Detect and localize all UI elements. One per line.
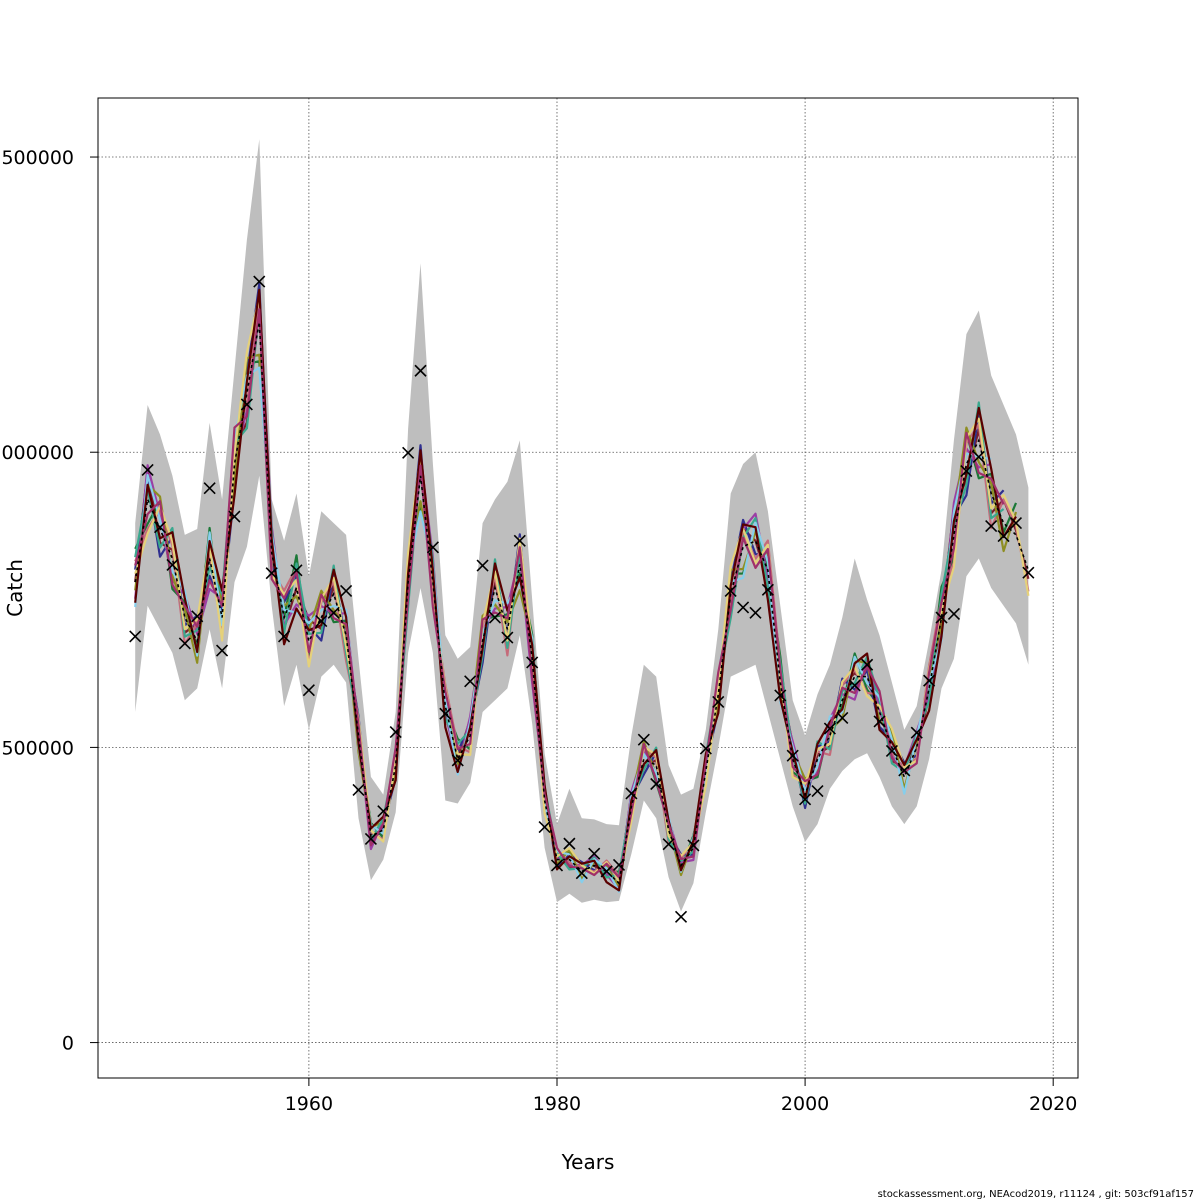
observed-catch-point [935, 611, 948, 624]
observed-catch-point [823, 722, 836, 735]
observed-catch-point [240, 398, 253, 411]
observed-catch-point [1009, 516, 1023, 530]
series-layer [134, 282, 1030, 893]
observed-catch-point [712, 695, 725, 709]
observed-catch-point [699, 742, 712, 755]
estimate-line [134, 322, 1030, 885]
retro-series-line [134, 308, 1005, 879]
x-tick-label: 1980 [533, 1093, 581, 1115]
observed-catch-layer [129, 275, 1035, 923]
observed-catch-point [166, 558, 179, 572]
observed-catch-point [600, 865, 613, 878]
observed-catch-point [563, 837, 576, 850]
observed-catch-point [923, 674, 936, 687]
observed-catch-point [178, 637, 191, 650]
observed-catch-point [253, 275, 266, 288]
observed-catch-point [526, 656, 539, 669]
observed-catch-point [426, 541, 440, 554]
axis-tick-layer: 1960 1980 2000 2020 0 500000 1000000 1500000 [0, 147, 1077, 1115]
observed-catch-point [898, 764, 911, 777]
observed-catch-point [153, 521, 167, 534]
observed-catch-point [625, 787, 638, 800]
observed-catch-point [439, 707, 452, 720]
observed-catch-point [414, 364, 427, 377]
y-tick-label: 0 [62, 1033, 74, 1055]
observed-catch-point [290, 564, 303, 577]
observed-catch-point [811, 785, 824, 798]
observed-catch-point [203, 482, 216, 495]
observed-catch-point [327, 606, 340, 619]
observed-catch-point [340, 584, 353, 598]
observed-catch-point [464, 675, 477, 688]
observed-catch-point [836, 711, 849, 724]
observed-catch-point [972, 450, 985, 464]
observed-catch-point [786, 749, 799, 762]
observed-catch-point [265, 567, 278, 580]
observed-catch-point [637, 733, 650, 746]
observed-catch-point [885, 744, 898, 758]
observed-catch-point [985, 519, 998, 533]
plot-frame [97, 97, 1079, 1079]
y-tick-label: 500000 [1, 737, 74, 759]
observed-catch-point [588, 847, 601, 860]
observed-catch-point [848, 679, 861, 692]
observed-catch-point [476, 559, 489, 572]
observed-catch-point [377, 805, 390, 818]
observed-catch-point [687, 839, 700, 852]
observed-catch-point [947, 607, 961, 621]
x-tick-label: 1960 [285, 1093, 333, 1115]
observed-catch-point [761, 583, 774, 596]
observed-catch-point [774, 689, 787, 702]
observed-catch-point [550, 859, 564, 872]
retro-series-line [134, 295, 1030, 882]
y-tick-label: 1500000 [0, 147, 74, 169]
observed-catch-point [724, 584, 737, 598]
x-axis-title: Years [561, 1150, 615, 1174]
observed-catch-point [650, 777, 663, 791]
observed-catch-point [451, 754, 464, 767]
observed-catch-point [402, 446, 415, 459]
observed-catch-point [736, 601, 750, 614]
footer-note: stockassessment.org, NEAcod2019, r11124 … [878, 1189, 1194, 1200]
observed-catch-point [278, 630, 291, 643]
observed-catch-point [662, 838, 675, 851]
observed-catch-point [861, 658, 874, 671]
observed-catch-point [352, 783, 365, 796]
x-tick-label: 2000 [781, 1093, 829, 1115]
observed-catch-point [302, 684, 315, 697]
observed-catch-point [513, 534, 526, 547]
observed-catch-point [364, 832, 377, 845]
observed-catch-point [129, 630, 142, 643]
observed-catch-point [389, 725, 402, 739]
observed-catch-point [191, 610, 204, 623]
observed-catch-point [488, 611, 502, 624]
observed-catch-point [575, 867, 588, 880]
observed-catch-point [501, 631, 514, 644]
observed-catch-point [538, 821, 551, 834]
observed-catch-point [674, 910, 688, 923]
observed-catch-point [910, 726, 923, 739]
observed-catch-point [215, 644, 229, 657]
y-axis-title: Catch [3, 559, 27, 617]
observed-catch-point [612, 858, 626, 871]
observed-catch-point [315, 614, 328, 628]
observed-catch-point [141, 463, 154, 476]
y-tick-label: 1000000 [0, 442, 74, 464]
observed-catch-point [960, 465, 973, 478]
observed-catch-point [749, 606, 762, 619]
observed-catch-point [228, 510, 241, 523]
observed-catch-point [799, 793, 812, 806]
observed-catch-point [873, 715, 886, 728]
observed-catch-point [1022, 566, 1035, 579]
x-tick-label: 2020 [1029, 1093, 1077, 1115]
observed-catch-point [997, 529, 1010, 543]
